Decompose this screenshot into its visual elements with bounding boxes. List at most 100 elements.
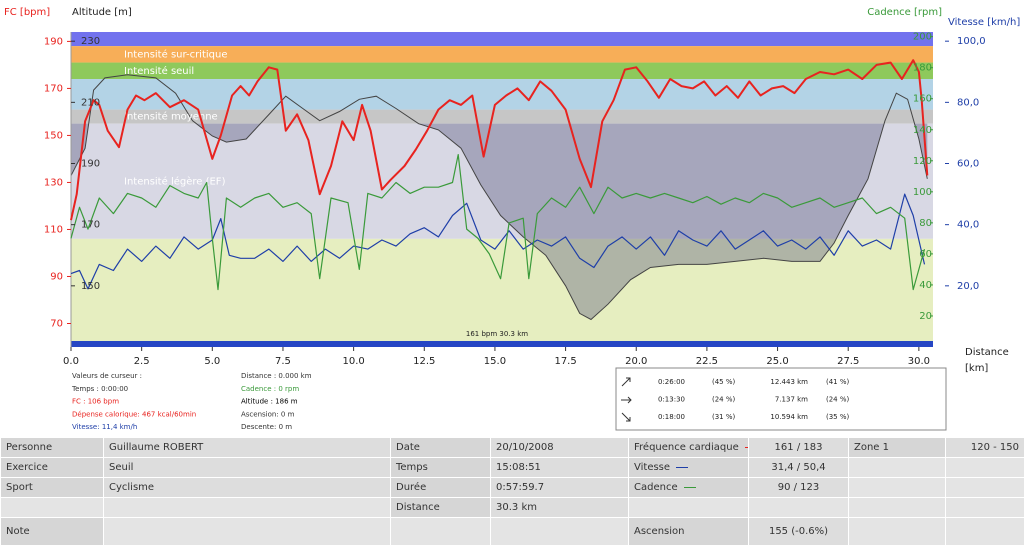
downhill-icon [621, 412, 631, 422]
cursor-value: Cadence : 0 rpm [241, 385, 299, 393]
summary-cell: (24 %) [712, 396, 736, 404]
table-cell: Temps [390, 457, 491, 478]
table-cell [945, 457, 1024, 478]
table-cell: 120 - 150 [945, 437, 1024, 458]
summary-cell: 10.594 km [770, 413, 808, 421]
y-tick-label: 150 [44, 130, 63, 141]
hr-zone [71, 123, 933, 239]
altitude-tick-label: 230 [81, 36, 100, 47]
table-cell: Seuil [103, 457, 391, 478]
summary-cell: 0:13:30 [658, 396, 685, 404]
table-cell: Exercice [0, 457, 104, 478]
flat-icon [621, 396, 632, 404]
table-cell: Sport [0, 477, 104, 498]
hr-zone [71, 62, 933, 80]
altitude-line [70, 74, 928, 321]
table-cell: Note [0, 517, 104, 546]
x-tick-label: 0.0 [63, 356, 79, 367]
series-line [70, 193, 926, 290]
table-cell: 30.3 km [490, 497, 629, 518]
zone-label: Intensité légère (EF) [124, 175, 226, 187]
summary-cell: 0:26:00 [658, 378, 685, 386]
altitude-tick-label: 150 [81, 281, 100, 292]
table-cell: 90 / 123 [748, 477, 849, 498]
cursor-annotation: 161 bpm 30.3 km [466, 330, 528, 338]
summary-cell: 7.137 km [775, 396, 808, 404]
speed-tick-label: 60,0 [957, 159, 979, 170]
summary-cell: 0:18:00 [658, 413, 685, 421]
table-cell: Ascension [628, 517, 749, 546]
hr-zone [71, 109, 933, 124]
table-cell [628, 497, 749, 518]
cadence-tick-label: 120 [913, 156, 932, 167]
table-cell [848, 517, 946, 546]
series-line [70, 154, 926, 291]
zone-label: Intensité moyenne [124, 111, 218, 123]
table-cell [945, 497, 1024, 518]
summary-cell: (24 %) [826, 396, 850, 404]
hr-zone [71, 46, 933, 63]
uphill-icon [621, 377, 631, 387]
x-axis-title: Distance [965, 347, 1009, 358]
x-tick-label: 10.0 [342, 356, 364, 367]
table-row: Exercice Seuil Temps 15:08:51 Vitesse 31,4 / … [0, 457, 1024, 478]
cadence-tick-label: 100 [913, 187, 932, 198]
table-cell: Durée [390, 477, 491, 498]
speed-tick-label: 40,0 [957, 220, 979, 231]
table-row: Distance 30.3 km [0, 497, 1024, 518]
y-tick-label: 130 [44, 177, 63, 188]
table-row: Personne Guillaume ROBERT Date 20/10/2008 Fr… [0, 437, 1024, 458]
table-cell [848, 497, 946, 518]
summary-cell: (35 %) [826, 413, 850, 421]
table-cell: 161 / 183 [748, 437, 849, 458]
altitude-tick-label: 210 [81, 97, 100, 108]
speed-axis-title: Vitesse [km/h] [948, 17, 1020, 28]
cadence-tick-label: 140 [913, 125, 932, 136]
cadence-tick-label: 20 [919, 311, 932, 322]
table-cell: Zone 1 [848, 437, 946, 458]
x-tick-label: 17.5 [554, 356, 576, 367]
table-body: Personne Guillaume ROBERT Date 20/10/2008 Fr… [0, 437, 1024, 546]
summary-cell: (31 %) [712, 413, 736, 421]
cadence-axis-title: Cadence [rpm] [867, 7, 942, 18]
y-tick-label: 170 [44, 83, 63, 94]
x-tick-label: 27.5 [837, 356, 859, 367]
direction-icons [621, 377, 632, 422]
table-cell: Cyclisme [103, 477, 391, 498]
table-cell: 155 (-0.6%) [748, 517, 849, 546]
series-line [70, 59, 929, 221]
table-cell: 0:57:59.7 [490, 477, 629, 498]
x-tick-label: 15.0 [484, 356, 506, 367]
table-cell: Fréquence cardiaque [628, 437, 749, 458]
table-cell [390, 517, 491, 546]
altitude-axis-title: Altitude [m] [72, 7, 132, 18]
table-cell: Cadence [628, 477, 749, 498]
legend-swatch [676, 466, 689, 468]
cursor-value: Vitesse: 11,4 km/h [72, 423, 137, 431]
zone-label: Intensité sur-critique [124, 48, 228, 60]
table-cell [848, 477, 946, 498]
cursor-value: Descente: 0 m [241, 423, 292, 431]
x-tick-label: 20.0 [625, 356, 647, 367]
summary-cell: 12.443 km [770, 378, 808, 386]
table-cell: Date [390, 437, 491, 458]
legend-swatch [683, 486, 696, 488]
table-cell [945, 517, 1024, 546]
x-tick-label: 30.0 [908, 356, 930, 367]
cursor-value: Temps : 0:00:00 [71, 385, 128, 393]
speed-tick-label: 100,0 [957, 36, 986, 47]
table-cell: 20/10/2008 [490, 437, 629, 458]
y-tick-label: 110 [44, 224, 63, 235]
cursor-value: Valeurs de curseur : [72, 372, 142, 380]
legend-label: Cadence [634, 482, 678, 493]
legend-label: Vitesse [634, 462, 671, 473]
session-table: Personne Guillaume ROBERT Date 20/10/2008 Fr… [0, 437, 1024, 546]
x-axis-bar [71, 341, 933, 347]
table-cell: 15:08:51 [490, 457, 629, 478]
cadence-tick-label: 60 [919, 249, 932, 260]
x-tick-label: 12.5 [413, 356, 435, 367]
y-tick-label: 90 [50, 271, 63, 282]
table-cell [103, 497, 391, 518]
table-cell [490, 517, 629, 546]
x-tick-label: 25.0 [766, 356, 788, 367]
